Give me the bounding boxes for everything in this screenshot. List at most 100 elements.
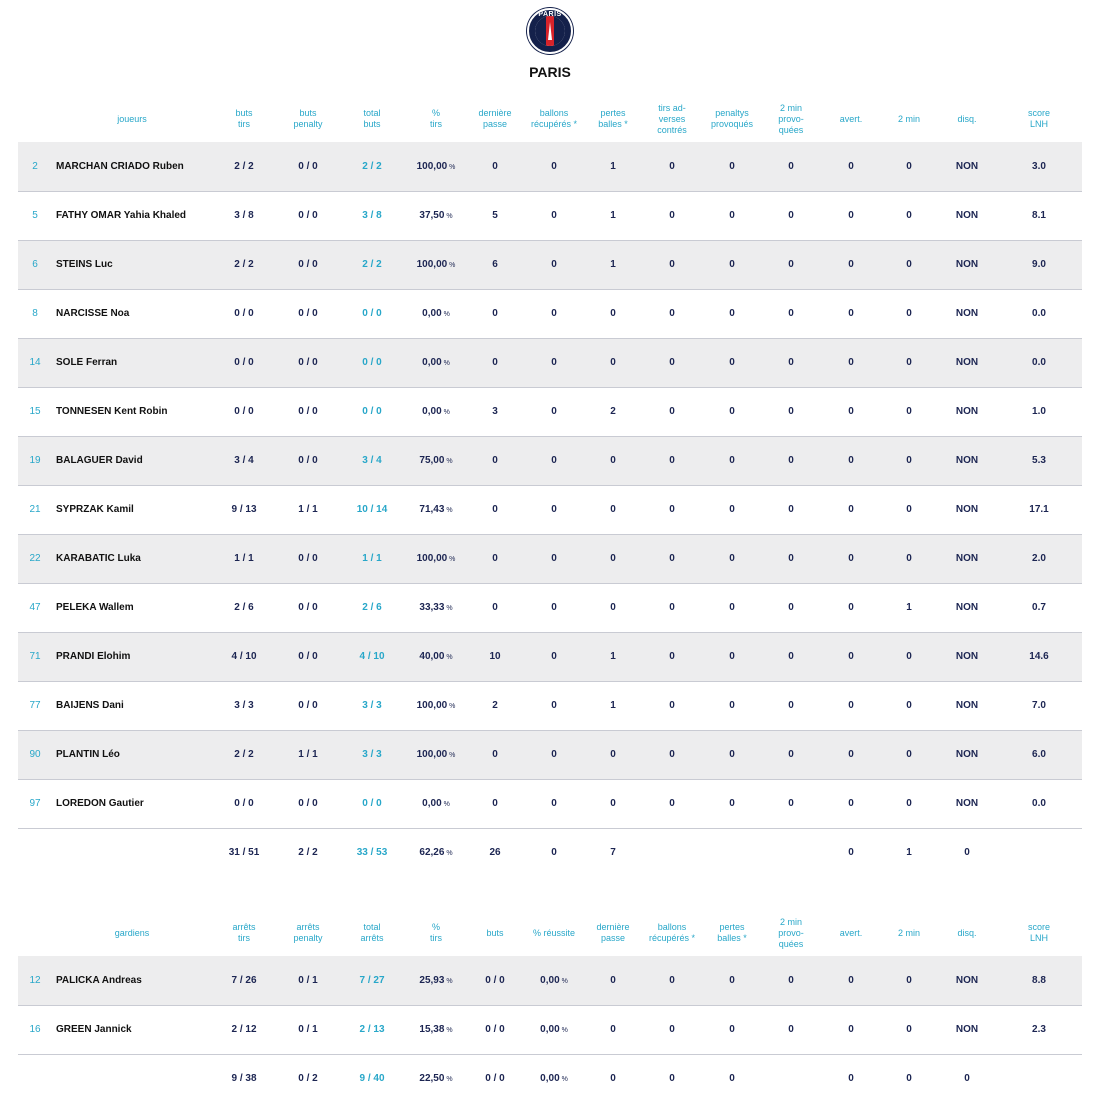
stat-cell: 2 / 2 [212,730,276,780]
player-number: 77 [18,681,52,731]
cell-value: 0 [788,798,794,809]
stat-cell: NON [938,485,996,535]
cell-value: 0 [669,406,675,417]
player-number: 16 [18,1005,52,1055]
cell-value: NON [955,798,979,809]
cell-value: 0 [551,798,557,809]
stat-cell: 0,00 % [404,338,468,388]
cell-value: 0 [669,259,675,270]
cell-value: STEINS Luc [56,259,113,270]
cell-value: 0 [729,651,735,662]
stat-cell: 0 [880,240,938,290]
cell-value: 90 [29,749,41,760]
stat-cell: 1 / 1 [212,534,276,584]
cell-value: 0 [906,1073,912,1085]
cell-value: 0 [848,749,854,760]
stat-cell: 0 [880,387,938,437]
cell-value: 0 [848,602,854,613]
cell-value: 0 [492,602,498,613]
cell-value: 0 [610,1024,616,1035]
stat-cell: 3 / 3 [340,681,404,731]
player-name: BAIJENS Dani [52,681,212,731]
stat-cell: 1 [880,583,938,633]
cell-value: 0 [729,455,735,466]
stat-cell: 2 / 2 [276,828,340,877]
stat-cell: 0 [760,681,822,731]
crest-text: PARIS [538,11,562,18]
stat-cell: 0 [640,779,704,829]
stat-cell: 0,00 % [522,1054,586,1100]
cell-value: 100,00 [416,700,448,711]
cell-value: 0 [964,847,970,859]
cell-value: 1 [610,651,616,662]
cell-value: 0 [729,700,735,711]
stat-cell: 0 [760,956,822,1006]
cell-value: 71 [29,651,41,662]
stat-cell [640,828,704,877]
players-header-col-1: joueurs [117,113,147,124]
cell-value: 3 / 3 [362,749,382,760]
cell-value: 6 [492,259,498,270]
cell-value: 0 [788,210,794,221]
stat-cell: 0 [704,240,760,290]
stat-cell: 0 / 0 [276,191,340,241]
goalies-header-col-4: total arrêts [360,922,384,943]
stat-cell: 17.1 [996,485,1082,535]
stat-cell: 0.0 [996,289,1082,339]
stat-cell: 1 [586,632,640,682]
stat-cell: 3 / 3 [212,681,276,731]
stat-cell: 2 / 6 [340,583,404,633]
stat-cell: 0 [760,534,822,584]
players-header-col-10: penaltys provoqués [710,108,754,129]
stat-cell: 0 / 0 [276,436,340,486]
cell-value: 0 [492,749,498,760]
player-number [18,1054,52,1100]
cell-value: 1 [610,259,616,270]
cell-value: 1 [610,700,616,711]
cell-value: SOLE Ferran [56,357,118,368]
stat-cell: 2.0 [996,534,1082,584]
cell-value: 0,00 [422,308,442,319]
cell-value: 2 / 2 [234,160,254,172]
cell-value: 100,00 [416,160,448,172]
cell-value: 77 [29,700,41,711]
cell-value: 0 [848,259,854,270]
cell-value: 0 / 0 [298,553,318,564]
cell-value: 0 [669,308,675,319]
stat-cell: 6.0 [996,730,1082,780]
cell-value: PLANTIN Léo [56,749,120,760]
stat-cell: 0 [704,956,760,1006]
stat-cell: 10 [468,632,522,682]
player-number: 15 [18,387,52,437]
cell-value: 0.0 [1032,308,1046,319]
cell-value: 0 [729,357,735,368]
stat-cell: 0 [822,828,880,877]
percent-sign: % [441,409,450,416]
players-header-col-3: buts penalty [293,108,323,129]
stat-cell: 0 [822,240,880,290]
cell-value: 0 [729,308,735,319]
player-name: GREEN Jannick [52,1005,212,1055]
stat-cell: 100,00 % [404,142,468,192]
cell-value: 0 [669,700,675,711]
cell-value: 0 [610,308,616,319]
stat-cell: 0 [822,485,880,535]
stat-cell: 0 [586,485,640,535]
stat-cell: 0 [880,956,938,1006]
cell-value: 33,33 [419,602,445,613]
cell-value: 0 / 0 [298,210,318,221]
stat-cell: 0,00 % [404,387,468,437]
cell-value: 0 [906,357,912,368]
cell-value: NON [955,700,979,711]
cell-value: 2.3 [1032,1024,1046,1035]
percent-sign: % [444,654,453,661]
stat-cell: 0 / 0 [340,338,404,388]
stat-cell: 0 [522,632,586,682]
cell-value: 0 [729,160,735,172]
player-number: 6 [18,240,52,290]
cell-value: 0 [906,1024,912,1035]
cell-value: 0 / 0 [298,259,318,270]
players-header-col-12: avert. [839,113,863,124]
player-number: 5 [18,191,52,241]
cell-value: 0 [848,1073,854,1085]
